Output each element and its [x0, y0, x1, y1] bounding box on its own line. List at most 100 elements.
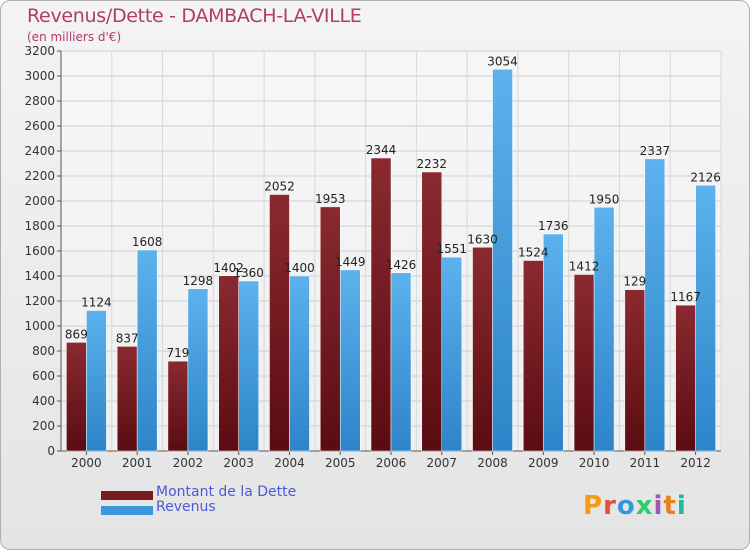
- value-label-dette: 129: [623, 275, 646, 289]
- logo-letter: t: [663, 491, 677, 521]
- bar-dette: [421, 171, 443, 452]
- y-tick-label: 2400: [24, 144, 55, 158]
- value-label-revenus: 1551: [436, 242, 467, 256]
- bar-revenus: [238, 280, 259, 452]
- logo-letter: P: [583, 491, 604, 521]
- x-tick-label: 2000: [71, 456, 102, 470]
- value-label-revenus: 1124: [81, 296, 112, 310]
- value-label-dette: 719: [166, 346, 189, 360]
- value-label-dette: 2232: [416, 157, 447, 171]
- bar-dette: [472, 247, 493, 452]
- value-label-dette: 869: [65, 327, 88, 341]
- bar-dette: [66, 342, 87, 452]
- value-label-revenus: 1608: [132, 235, 163, 249]
- y-tick-label: 600: [32, 369, 55, 383]
- bar-revenus: [441, 256, 463, 452]
- bar-dette: [116, 346, 138, 452]
- y-tick-label: 1600: [24, 244, 55, 258]
- bar-revenus: [644, 158, 666, 452]
- bar-revenus: [339, 269, 361, 452]
- value-label-dette: 1524: [518, 246, 549, 260]
- bar-dette: [167, 360, 189, 452]
- value-label-revenus: 1950: [589, 192, 620, 206]
- value-label-dette: 1630: [467, 232, 498, 246]
- x-tick-label: 2002: [173, 456, 204, 470]
- value-label-revenus: 1736: [538, 219, 569, 233]
- value-label-dette: 2344: [366, 143, 397, 157]
- bars: [66, 69, 716, 452]
- proxiti-logo: Proxiti: [583, 491, 687, 521]
- value-label-revenus: 1360: [233, 266, 264, 280]
- y-tick-label: 1400: [24, 269, 55, 283]
- bar-revenus: [289, 275, 310, 452]
- logo-letter: r: [603, 491, 617, 521]
- x-tick-label: 2007: [426, 456, 457, 470]
- logo-letter: i: [653, 491, 664, 521]
- x-tick-label: 2009: [528, 456, 559, 470]
- value-label-revenus: 2126: [690, 170, 721, 184]
- x-tick-label: 2004: [274, 456, 305, 470]
- y-tick-label: 2200: [24, 169, 55, 183]
- bar-dette: [523, 260, 544, 452]
- x-tick-label: 2003: [223, 456, 254, 470]
- value-label-revenus: 1426: [386, 258, 417, 272]
- x-tick-label: 2010: [579, 456, 610, 470]
- y-tick-label: 3000: [24, 69, 55, 83]
- bar-dette: [319, 206, 341, 452]
- y-tick-label: 1000: [24, 319, 55, 333]
- bar-dette: [675, 304, 696, 452]
- value-label-revenus: 1449: [335, 255, 366, 269]
- y-tick-label: 2000: [24, 194, 55, 208]
- bar-dette: [573, 274, 595, 452]
- bar-revenus: [86, 310, 107, 452]
- value-label-revenus: 1298: [183, 274, 214, 288]
- value-label-dette: 1412: [569, 260, 600, 274]
- y-tick-label: 1800: [24, 219, 55, 233]
- value-label-dette: 1402: [213, 261, 244, 275]
- logo-letter: x: [635, 491, 654, 521]
- y-tick-label: 2600: [24, 119, 55, 133]
- bar-revenus: [543, 233, 564, 452]
- y-tick-label: 400: [32, 394, 55, 408]
- value-label-dette: 837: [116, 331, 139, 345]
- logo-letter: o: [616, 491, 636, 521]
- value-label-dette: 2052: [264, 180, 295, 194]
- bar-revenus: [695, 185, 716, 452]
- x-tick-label: 2005: [325, 456, 356, 470]
- x-tick-label: 2001: [122, 456, 153, 470]
- bar-revenus: [492, 69, 513, 452]
- x-tick-label: 2011: [630, 456, 661, 470]
- legend-label-dette: Montant de la Dette: [156, 484, 297, 500]
- legend-swatch-dette: [101, 491, 153, 500]
- y-tick-label: 800: [32, 344, 55, 358]
- y-tick-label: 2800: [24, 94, 55, 108]
- bar-dette: [269, 194, 290, 452]
- chart-title: Revenus/Dette - DAMBACH-LA-VILLE: [27, 5, 362, 27]
- chart-subtitle: (en milliers d'€): [27, 30, 122, 44]
- bar-revenus: [136, 249, 158, 452]
- x-tick-label: 2006: [376, 456, 407, 470]
- y-tick-label: 200: [32, 419, 55, 433]
- value-label-dette: 1953: [315, 192, 346, 206]
- value-label-revenus: 1400: [284, 261, 315, 275]
- x-tick-label: 2012: [680, 456, 711, 470]
- bar-revenus: [593, 207, 615, 452]
- value-label-dette: 1167: [670, 290, 701, 304]
- bar-dette: [370, 157, 392, 452]
- x-tick-label: 2008: [477, 456, 508, 470]
- y-tick-label: 3200: [24, 44, 55, 58]
- y-tick-label: 1200: [24, 294, 55, 308]
- bar-revenus: [187, 288, 209, 452]
- bar-dette: [218, 275, 239, 452]
- bar-revenus: [390, 272, 412, 452]
- logo-letter: i: [676, 491, 687, 521]
- legend-swatch-revenus: [101, 506, 153, 515]
- y-tick-label: 0: [47, 444, 55, 458]
- legend-label-revenus: Revenus: [156, 499, 216, 515]
- value-label-revenus: 2337: [640, 144, 671, 158]
- bar-dette: [624, 289, 646, 452]
- value-label-revenus: 3054: [487, 54, 518, 68]
